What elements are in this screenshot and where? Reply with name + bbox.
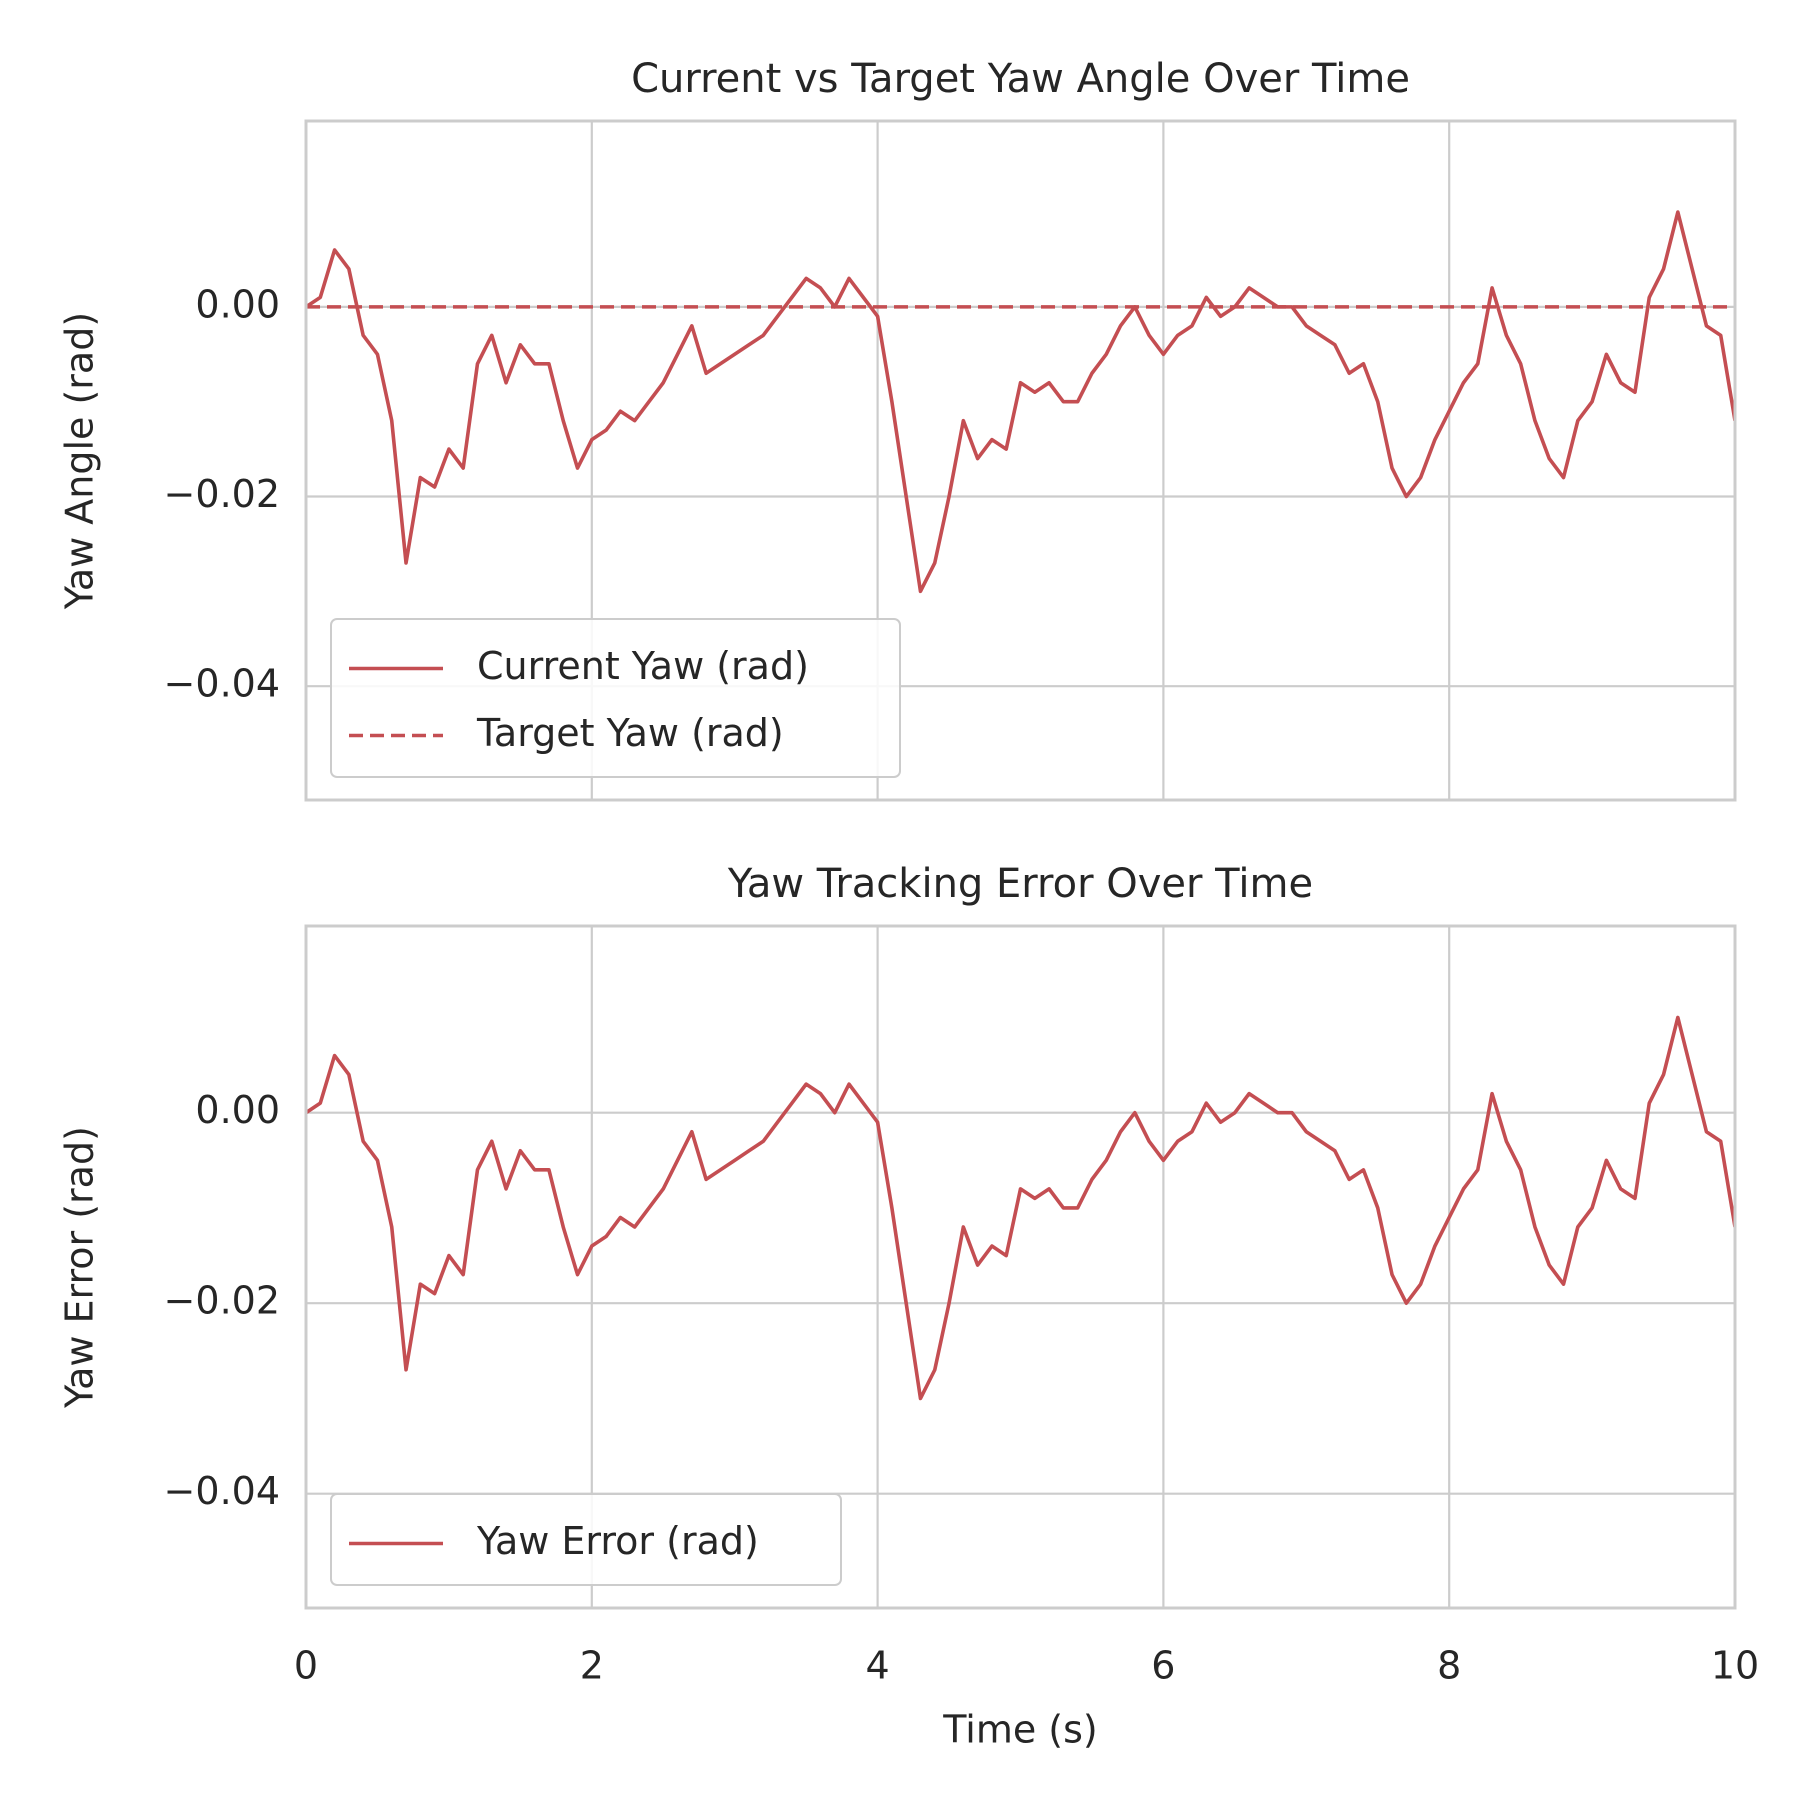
- x-tick-label: 0: [294, 1644, 318, 1688]
- legend-box: [330, 1493, 842, 1586]
- x-axis-label: Time (s): [942, 1708, 1098, 1752]
- chart-title: Yaw Tracking Error Over Time: [727, 861, 1313, 907]
- y-tick-label: 0.00: [195, 1088, 280, 1132]
- legend-label: Current Yaw (rad): [477, 644, 809, 688]
- plot-area: [306, 210, 1735, 594]
- y-tick-label: −0.04: [164, 1469, 280, 1513]
- x-tick-label: 2: [580, 1644, 604, 1688]
- x-tick-label: 8: [1437, 1644, 1461, 1688]
- y-tick-label: −0.02: [164, 472, 280, 516]
- x-tick-label: 10: [1711, 1644, 1759, 1688]
- legend-box: [330, 618, 901, 778]
- line-series: [306, 210, 1735, 594]
- axes-frame: [304, 119, 1737, 802]
- x-tick-label: 6: [1151, 1644, 1175, 1688]
- y-tick-label: −0.04: [164, 662, 280, 706]
- axes-frame: [304, 924, 1737, 1610]
- y-axis-label: Yaw Angle (rad): [58, 312, 102, 610]
- y-axis-label: Yaw Error (rad): [58, 1126, 102, 1409]
- plot-area: [306, 1015, 1735, 1401]
- legend-label: Target Yaw (rad): [476, 711, 784, 755]
- line-series: [306, 1015, 1735, 1401]
- x-tick-label: 4: [866, 1644, 890, 1688]
- y-tick-label: 0.00: [195, 282, 280, 326]
- legend-label: Yaw Error (rad): [476, 1519, 759, 1563]
- chart-title: Current vs Target Yaw Angle Over Time: [631, 56, 1410, 102]
- y-tick-label: −0.02: [164, 1279, 280, 1323]
